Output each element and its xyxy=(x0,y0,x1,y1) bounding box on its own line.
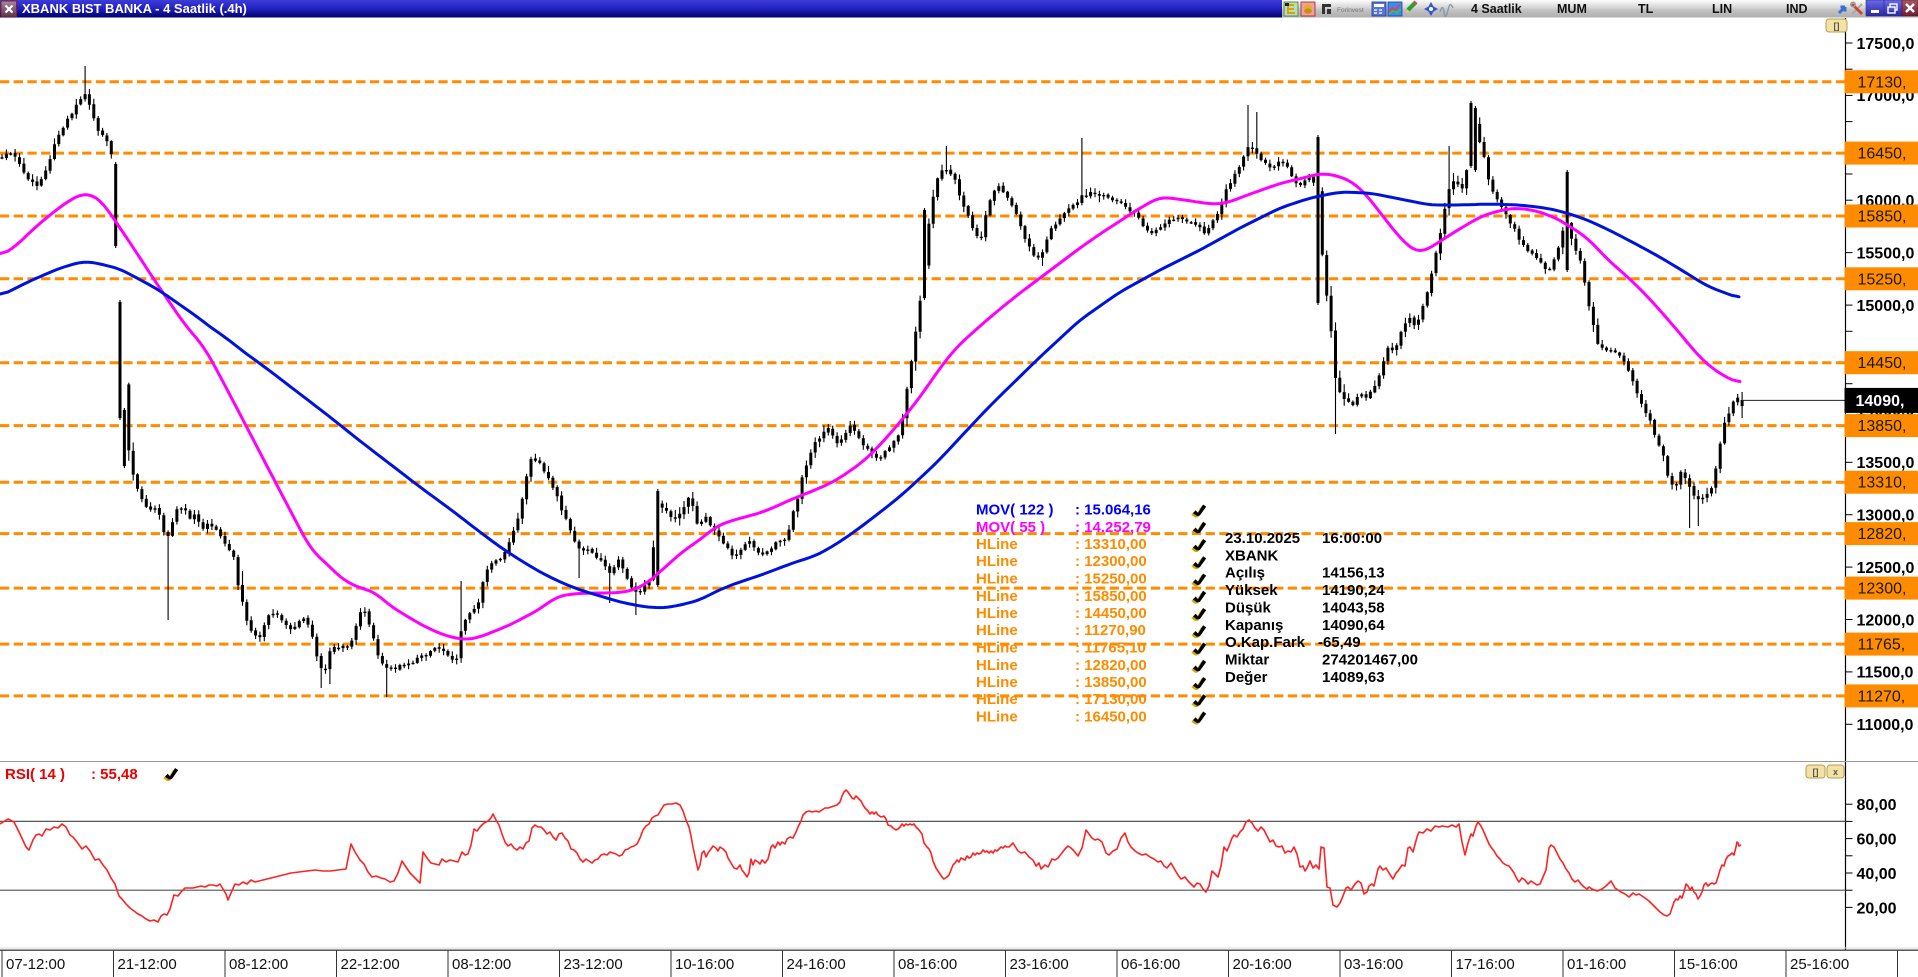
svg-text:60,00: 60,00 xyxy=(1857,832,1897,849)
svg-text:: 15250,00: : 15250,00 xyxy=(1075,571,1147,588)
svg-text:08-12:00: 08-12:00 xyxy=(229,956,288,973)
svg-text:: 14.252,79: : 14.252,79 xyxy=(1075,519,1151,536)
svg-text:RSI( 14 ): RSI( 14 ) xyxy=(5,766,65,783)
svg-text:23.10.2025: 23.10.2025 xyxy=(1225,530,1300,547)
svg-text:HLine: HLine xyxy=(976,536,1018,553)
svg-text:Miktar: Miktar xyxy=(1225,652,1269,669)
svg-text:LIN: LIN xyxy=(1712,2,1732,16)
svg-text:14190,24: 14190,24 xyxy=(1322,582,1385,599)
svg-text:25-16:00: 25-16:00 xyxy=(1790,956,1849,973)
svg-text:HLine: HLine xyxy=(976,605,1018,622)
svg-text:15-16:00: 15-16:00 xyxy=(1679,956,1738,973)
svg-text:40,00: 40,00 xyxy=(1857,866,1897,883)
svg-text:12820,: 12820, xyxy=(1858,526,1907,543)
svg-text:Forinvest: Forinvest xyxy=(1337,7,1364,14)
svg-text:O.Kap.Fark: O.Kap.Fark xyxy=(1225,634,1306,651)
svg-text:20-16:00: 20-16:00 xyxy=(1233,956,1292,973)
svg-text:14450,: 14450, xyxy=(1858,355,1907,372)
svg-text:: 11765,10: : 11765,10 xyxy=(1075,640,1146,657)
svg-text:80,00: 80,00 xyxy=(1857,797,1897,814)
svg-text:12300,: 12300, xyxy=(1858,581,1907,598)
svg-text:XBANK BIST BANKA - 4 Saatlik (: XBANK BIST BANKA - 4 Saatlik (.4h) xyxy=(22,1,247,16)
svg-text:: 14450,00: : 14450,00 xyxy=(1075,605,1147,622)
svg-text:12000,0: 12000,0 xyxy=(1857,612,1915,629)
svg-text:[]: [] xyxy=(1834,21,1840,31)
svg-text:x: x xyxy=(1833,767,1838,777)
svg-text:13000,0: 13000,0 xyxy=(1857,508,1915,525)
svg-text:HLine: HLine xyxy=(976,571,1018,588)
svg-text:: 12300,00: : 12300,00 xyxy=(1075,553,1147,570)
svg-text:MOV( 55 ): MOV( 55 ) xyxy=(976,519,1045,536)
svg-text:-65,49: -65,49 xyxy=(1318,634,1361,651)
svg-text:12500,0: 12500,0 xyxy=(1857,560,1915,577)
svg-text:16450,: 16450, xyxy=(1858,146,1907,163)
svg-text:: 16450,00: : 16450,00 xyxy=(1075,709,1147,726)
svg-text:: 55,48: : 55,48 xyxy=(91,766,138,783)
svg-text:13310,: 13310, xyxy=(1858,475,1907,492)
svg-text:15000,0: 15000,0 xyxy=(1857,298,1915,315)
svg-text:14156,13: 14156,13 xyxy=(1322,565,1385,582)
svg-text:11270,: 11270, xyxy=(1858,688,1906,705)
svg-text:20,00: 20,00 xyxy=(1857,900,1897,917)
svg-text:: 15850,00: : 15850,00 xyxy=(1075,588,1147,605)
svg-text:Değer: Değer xyxy=(1225,669,1268,686)
svg-text:: 13310,00: : 13310,00 xyxy=(1075,536,1147,553)
svg-text:11000,0: 11000,0 xyxy=(1857,717,1914,734)
svg-text:Düşük: Düşük xyxy=(1225,599,1272,616)
svg-text:17500,0: 17500,0 xyxy=(1857,36,1915,53)
svg-text:03-16:00: 03-16:00 xyxy=(1344,956,1403,973)
svg-text:IND: IND xyxy=(1786,2,1808,16)
svg-text:HLine: HLine xyxy=(976,588,1018,605)
svg-text:HLine: HLine xyxy=(976,640,1018,657)
svg-text:22-12:00: 22-12:00 xyxy=(341,956,400,973)
svg-text:: 17130,00: : 17130,00 xyxy=(1075,691,1147,708)
svg-text:07-12:00: 07-12:00 xyxy=(6,956,65,973)
svg-text:HLine: HLine xyxy=(976,553,1018,570)
svg-text:274201467,00: 274201467,00 xyxy=(1322,652,1418,669)
svg-text:23-16:00: 23-16:00 xyxy=(1010,956,1069,973)
svg-text:23-12:00: 23-12:00 xyxy=(564,956,623,973)
svg-text:11500,0: 11500,0 xyxy=(1857,665,1914,682)
svg-text:MOV( 122 ): MOV( 122 ) xyxy=(976,502,1054,519)
svg-text:HLine: HLine xyxy=(976,674,1018,691)
svg-text:14090,64: 14090,64 xyxy=(1322,617,1385,634)
svg-text:17-16:00: 17-16:00 xyxy=(1456,956,1515,973)
svg-text:: 15.064,16: : 15.064,16 xyxy=(1075,502,1151,519)
svg-text:08-12:00: 08-12:00 xyxy=(452,956,511,973)
svg-text:HLine: HLine xyxy=(976,622,1018,639)
svg-text:13850,: 13850, xyxy=(1858,418,1907,435)
svg-text:XBANK: XBANK xyxy=(1225,547,1279,564)
svg-text:17130,: 17130, xyxy=(1858,74,1907,91)
svg-text:13500,0: 13500,0 xyxy=(1857,455,1915,472)
svg-text:[]: [] xyxy=(1813,767,1819,777)
svg-text:10-16:00: 10-16:00 xyxy=(675,956,734,973)
svg-text:15850,: 15850, xyxy=(1858,209,1907,226)
svg-text:06-16:00: 06-16:00 xyxy=(1121,956,1180,973)
svg-text:21-12:00: 21-12:00 xyxy=(118,956,177,973)
svg-text:08-16:00: 08-16:00 xyxy=(898,956,957,973)
svg-text:14090,: 14090, xyxy=(1856,393,1905,410)
svg-text:15500,0: 15500,0 xyxy=(1857,245,1915,262)
svg-text:: 13850,00: : 13850,00 xyxy=(1075,674,1147,691)
svg-text:Yüksek: Yüksek xyxy=(1225,582,1278,599)
svg-text:: 12820,00: : 12820,00 xyxy=(1075,657,1147,674)
svg-text:MUM: MUM xyxy=(1557,2,1587,16)
svg-text:HLine: HLine xyxy=(976,691,1018,708)
svg-text:01-16:00: 01-16:00 xyxy=(1567,956,1626,973)
svg-text:HLine: HLine xyxy=(976,657,1018,674)
svg-text:4 Saatlik: 4 Saatlik xyxy=(1471,2,1522,16)
svg-text:16:00:00: 16:00:00 xyxy=(1322,530,1382,547)
svg-text:TL: TL xyxy=(1638,2,1654,16)
svg-text:14089,63: 14089,63 xyxy=(1322,669,1385,686)
svg-text:HLine: HLine xyxy=(976,709,1018,726)
svg-text:Kapanış: Kapanış xyxy=(1225,617,1283,634)
svg-text:14043,58: 14043,58 xyxy=(1322,599,1385,616)
svg-text:Açılış: Açılış xyxy=(1225,565,1265,582)
svg-text:11765,: 11765, xyxy=(1858,637,1906,654)
svg-text:: 11270,90: : 11270,90 xyxy=(1075,622,1146,639)
svg-text:15250,: 15250, xyxy=(1858,271,1907,288)
svg-text:24-16:00: 24-16:00 xyxy=(787,956,846,973)
